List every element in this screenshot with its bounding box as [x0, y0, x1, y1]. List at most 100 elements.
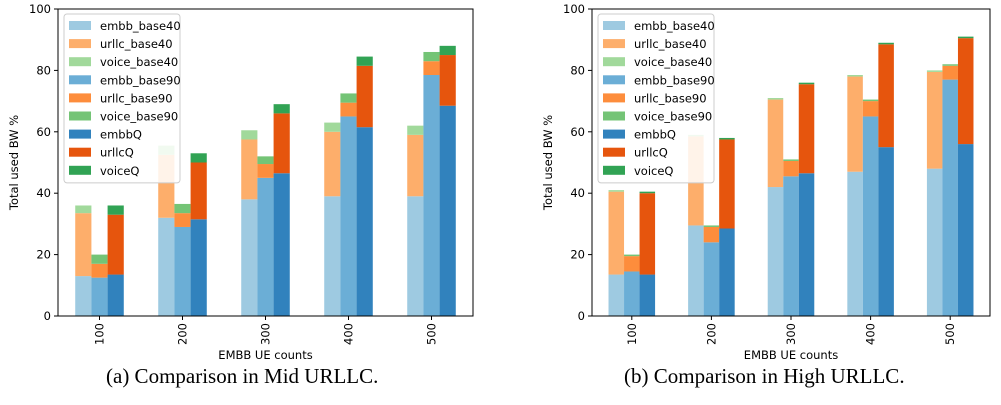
y-tick-label: 0 [578, 309, 585, 323]
legend-label-urllc_base40: urllc_base40 [100, 37, 173, 51]
bar-voice_base40-100 [608, 190, 625, 192]
bar-urllc_base90-400 [340, 102, 357, 117]
bar-embb_base40-200 [158, 217, 175, 316]
legend-swatch-voice_base90 [69, 111, 91, 121]
bar-embbQ-400 [878, 147, 894, 316]
bar-urllc_base90-300 [783, 160, 799, 177]
bar-urllcQ-100 [107, 214, 124, 275]
y-tick-label: 60 [570, 125, 585, 139]
bar-embb_base40-100 [75, 276, 92, 316]
bar-voice_base40-300 [241, 130, 258, 140]
bar-urllc_base40-300 [767, 99, 784, 188]
bar-voice_base40-300 [767, 98, 784, 100]
legend-label-urllc_base40: urllc_base40 [634, 37, 707, 51]
bar-voice_base90-300 [257, 156, 274, 165]
bar-embbQ-200 [190, 219, 207, 316]
legend-label-embb_base90: embb_base90 [634, 73, 715, 87]
bar-voiceQ-400 [878, 42, 894, 45]
bar-voiceQ-500 [439, 45, 456, 56]
bar-embb_base40-200 [688, 225, 704, 316]
bar-voiceQ-100 [639, 191, 656, 194]
bar-embb_base40-300 [767, 187, 784, 316]
bar-urllcQ-100 [639, 193, 656, 275]
bar-voice_base40-500 [407, 125, 424, 135]
legend-label-voiceQ: voiceQ [100, 164, 140, 178]
bar-urllc_base40-400 [324, 131, 341, 197]
legend-label-voice_base40: voice_base40 [100, 55, 178, 69]
y-tick-label: 40 [36, 186, 51, 200]
bar-embb_base90-500 [423, 75, 440, 316]
legend-label-embbQ: embbQ [100, 128, 142, 142]
legend-swatch-voiceQ [69, 165, 91, 175]
legend-label-embbQ: embbQ [634, 128, 676, 142]
bar-urllc_base90-200 [174, 213, 191, 227]
legend-label-urllcQ: urllcQ [634, 146, 668, 160]
legend-swatch-embb_base90 [69, 75, 91, 85]
bar-urllc_base40-500 [407, 134, 424, 197]
bar-embbQ-300 [798, 173, 815, 316]
bar-voice_base40-500 [926, 70, 943, 72]
bar-voiceQ-100 [107, 205, 124, 215]
legend-swatch-voice_base90 [603, 111, 625, 121]
bar-embb_base40-100 [608, 274, 625, 316]
legend-swatch-urllc_base90 [69, 93, 91, 103]
bar-urllcQ-300 [798, 84, 815, 174]
legend-label-voiceQ: voiceQ [634, 164, 674, 178]
bar-urllcQ-400 [356, 65, 373, 128]
bar-voice_base40-400 [324, 122, 341, 132]
legend-swatch-voice_base40 [69, 57, 91, 67]
bar-voice_base90-300 [783, 159, 799, 161]
y-tick-label: 100 [563, 2, 585, 16]
legend-label-urllc_base90: urllc_base90 [634, 91, 707, 105]
bar-embbQ-400 [356, 127, 373, 316]
legend-swatch-urllc_base90 [603, 93, 625, 103]
bar-voiceQ-200 [190, 153, 207, 163]
bar-urllcQ-200 [719, 139, 735, 229]
legend-swatch-embbQ [603, 129, 625, 139]
bar-urllc_base40-300 [241, 139, 258, 200]
bar-embbQ-300 [273, 173, 290, 316]
bar-embb_base90-200 [174, 226, 191, 316]
x-tick-label: 300 [259, 323, 273, 345]
y-tick-label: 100 [29, 2, 51, 16]
bar-embbQ-100 [639, 274, 656, 316]
y-tick-label: 20 [570, 248, 585, 262]
bar-embbQ-100 [107, 274, 124, 316]
legend-label-urllc_base90: urllc_base90 [100, 91, 173, 105]
y-tick-label: 20 [36, 248, 51, 262]
x-tick-label: 500 [425, 323, 439, 345]
bar-voiceQ-300 [273, 104, 290, 114]
bar-voice_base40-400 [847, 75, 863, 77]
bar-embb_base90-100 [624, 271, 640, 316]
bar-embb_base40-300 [241, 199, 258, 316]
legend-swatch-voiceQ [603, 165, 625, 175]
y-tick-label: 80 [570, 63, 585, 77]
legend-label-voice_base40: voice_base40 [634, 55, 712, 69]
y-tick-label: 60 [36, 125, 51, 139]
bar-voiceQ-300 [798, 82, 815, 85]
caption-a: (a) Comparison in Mid URLLC. [106, 364, 379, 388]
x-tick-label: 100 [93, 323, 107, 345]
bar-urllc_base40-100 [608, 191, 625, 275]
x-tick-label: 400 [864, 323, 878, 345]
y-axis-label: Total used BW % [7, 115, 21, 211]
legend-label-embb_base40: embb_base40 [100, 19, 181, 33]
x-axis-label: EMBB UE counts [744, 348, 838, 360]
bar-urllcQ-500 [439, 55, 456, 106]
bar-voice_base90-400 [340, 93, 357, 103]
bar-voiceQ-200 [719, 137, 735, 140]
bar-embb_base90-500 [942, 79, 958, 316]
legend-swatch-urllc_base40 [603, 39, 625, 49]
bar-embb_base40-400 [324, 196, 341, 316]
bar-voice_base90-500 [942, 64, 958, 66]
legend-label-embb_base90: embb_base90 [100, 73, 181, 87]
legend-swatch-embb_base40 [603, 21, 625, 30]
bar-urllc_base40-500 [926, 71, 943, 169]
y-tick-label: 0 [44, 309, 51, 323]
legend-box [63, 13, 181, 184]
legend-label-urllcQ: urllcQ [100, 146, 134, 160]
bar-urllcQ-200 [190, 162, 207, 220]
chart-b: 0 20 40 60 80 100 100 200 300 400 500 EMBB UE count… [541, 2, 991, 360]
x-tick-label: 500 [943, 323, 957, 345]
bar-urllc_base90-100 [91, 263, 108, 278]
